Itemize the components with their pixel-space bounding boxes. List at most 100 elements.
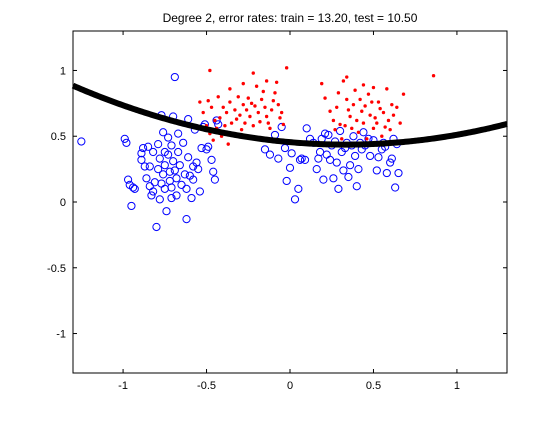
data-point — [300, 155, 310, 165]
data-point — [213, 118, 217, 123]
data-point — [336, 91, 341, 95]
data-layer — [77, 66, 436, 232]
data-point — [182, 184, 191, 193]
data-point — [139, 143, 148, 153]
data-point — [431, 74, 436, 78]
data-point — [149, 147, 158, 157]
data-point — [271, 99, 276, 103]
data-point — [264, 79, 269, 83]
data-point — [366, 151, 375, 161]
data-point — [386, 118, 391, 123]
data-point — [380, 134, 384, 138]
data-point — [360, 109, 364, 113]
data-point — [302, 124, 311, 133]
y-tick-label: 0 — [60, 197, 66, 209]
data-point — [320, 81, 324, 86]
data-point — [172, 191, 181, 200]
data-point — [394, 168, 403, 178]
data-point — [363, 104, 367, 108]
decision-boundary — [71, 82, 508, 148]
data-point — [351, 102, 356, 107]
decision-boundary-layer — [71, 82, 508, 148]
data-point — [401, 92, 406, 96]
data-point — [341, 79, 346, 83]
data-point — [371, 85, 376, 90]
data-point — [332, 158, 341, 167]
data-point — [180, 170, 189, 179]
data-point — [165, 167, 174, 176]
data-point — [189, 175, 198, 184]
data-point — [335, 105, 339, 109]
data-point — [349, 132, 358, 141]
data-point — [331, 118, 336, 123]
data-point — [355, 118, 359, 123]
data-point — [172, 174, 181, 183]
data-point — [182, 215, 191, 224]
data-point — [159, 128, 168, 137]
data-point — [187, 193, 196, 203]
data-point — [263, 105, 267, 109]
data-point — [154, 165, 163, 174]
data-point — [340, 137, 344, 141]
series-1 — [198, 66, 436, 146]
data-point — [155, 154, 164, 163]
data-point — [177, 180, 186, 189]
data-point — [391, 183, 400, 192]
data-point — [382, 168, 391, 178]
data-point — [261, 89, 265, 94]
data-point — [202, 145, 211, 154]
data-point — [169, 157, 178, 166]
data-point — [361, 83, 366, 87]
data-point — [249, 101, 254, 106]
data-point — [233, 108, 237, 112]
data-point — [248, 114, 252, 119]
data-point — [214, 120, 223, 129]
y-tick-label: -1 — [56, 329, 66, 341]
chart-title: Degree 2, error rates: train = 13.20, te… — [163, 11, 418, 25]
data-point — [358, 97, 362, 102]
data-point — [244, 108, 249, 112]
data-point — [346, 108, 351, 112]
y-tick-label: -0.5 — [47, 263, 66, 275]
data-point — [329, 174, 338, 183]
data-point — [339, 166, 348, 175]
data-point — [278, 116, 282, 120]
data-point — [390, 102, 394, 107]
data-point — [130, 184, 139, 193]
data-point — [375, 121, 379, 125]
data-point — [170, 166, 179, 175]
data-point — [122, 138, 131, 147]
data-point — [264, 114, 269, 119]
data-point — [175, 161, 184, 170]
data-point — [398, 121, 402, 125]
data-point — [241, 102, 245, 107]
data-point — [123, 175, 133, 184]
data-point — [218, 116, 222, 120]
data-point — [216, 95, 220, 99]
y-tick-label: 1 — [60, 65, 66, 77]
data-point — [251, 124, 255, 128]
data-point — [312, 165, 321, 174]
data-point — [212, 116, 221, 125]
data-point — [144, 142, 153, 151]
data-point — [120, 134, 129, 143]
x-tick-label: -1 — [118, 380, 128, 392]
data-point — [294, 184, 303, 193]
data-point — [152, 222, 161, 232]
data-point — [201, 110, 205, 115]
data-point — [226, 142, 230, 146]
data-point — [167, 183, 176, 192]
data-point — [246, 96, 250, 100]
data-point — [290, 195, 300, 204]
x-tick-label: 0.5 — [366, 380, 381, 392]
data-point — [174, 147, 183, 157]
data-point — [224, 110, 229, 115]
x-tick-label: 1 — [454, 380, 460, 392]
data-point — [266, 121, 270, 125]
data-point — [229, 121, 234, 125]
data-point — [154, 140, 163, 149]
data-point — [338, 122, 342, 127]
